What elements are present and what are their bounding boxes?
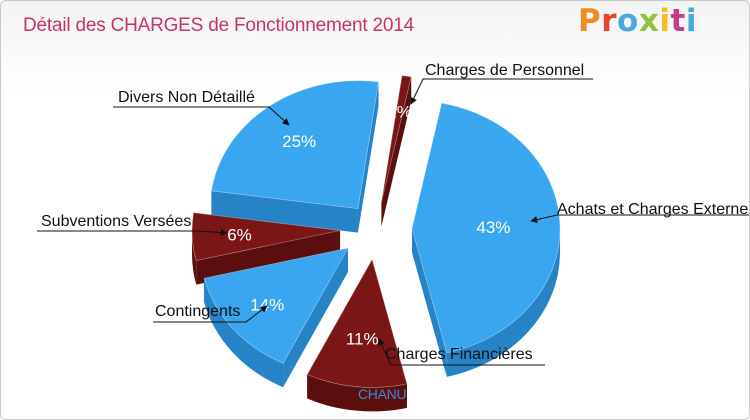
pie-percent-label: 1% — [387, 102, 412, 121]
pie-slice-edge — [211, 190, 358, 233]
pie-slice-side — [204, 278, 284, 388]
logo-letter: t — [670, 3, 686, 39]
logo-letter: r — [601, 3, 618, 39]
slice-category-label: Charges Financières — [385, 346, 533, 363]
pie-slice — [381, 74, 412, 203]
pie-slice — [306, 258, 408, 388]
pie-percent-label: 11% — [346, 329, 379, 348]
pie-slice — [191, 212, 341, 262]
logo-letter: i — [659, 3, 671, 39]
slice-category-label: Charges de Personnel — [425, 62, 584, 79]
pie-slice-side — [446, 228, 560, 377]
callout-line — [37, 229, 228, 237]
commune-label: CHANU — [358, 386, 407, 402]
pie-percent-label: 6% — [227, 226, 252, 245]
pie-slice-edge — [381, 76, 412, 227]
callout-line — [410, 78, 593, 105]
logo-letter: x — [638, 3, 660, 39]
pie-slice-edge — [283, 248, 348, 388]
callout-line — [530, 214, 749, 223]
pie-slice — [210, 80, 380, 210]
callout-line — [378, 338, 545, 366]
pie-slice — [203, 247, 349, 364]
pie-slice-edge — [357, 81, 379, 233]
pie-slices-layer — [191, 74, 561, 388]
slice-category-label: Divers Non Détaillé — [118, 89, 255, 106]
logo-letter: i — [685, 3, 697, 39]
pie-percent-labels: 1% 43% 11% 14% 6% 25% — [227, 102, 510, 348]
proxiti-logo: Proxiti — [578, 3, 697, 39]
callout-line — [153, 305, 268, 323]
chart-title: Détail des CHARGES de Fonctionnement 201… — [23, 15, 415, 36]
logo-letter: o — [617, 3, 639, 39]
pie-slice-side — [307, 374, 407, 412]
callout-line — [113, 106, 290, 126]
slice-category-label: Contingents — [155, 303, 240, 320]
pie-callouts: Charges de Personnel Achats et Charges Ex… — [37, 62, 749, 366]
slice-category-label: Achats et Charges Externes — [557, 201, 749, 218]
pie-percent-label: 14% — [250, 295, 284, 314]
logo-letter: P — [578, 3, 602, 39]
pie-slice — [411, 102, 561, 354]
slice-category-label: Subventions Versées — [41, 213, 191, 230]
pie-percent-label: 43% — [476, 218, 510, 237]
pie-slice-side — [192, 230, 197, 285]
pie-percent-label: 25% — [282, 132, 316, 151]
pie-slice-edge — [411, 228, 447, 377]
